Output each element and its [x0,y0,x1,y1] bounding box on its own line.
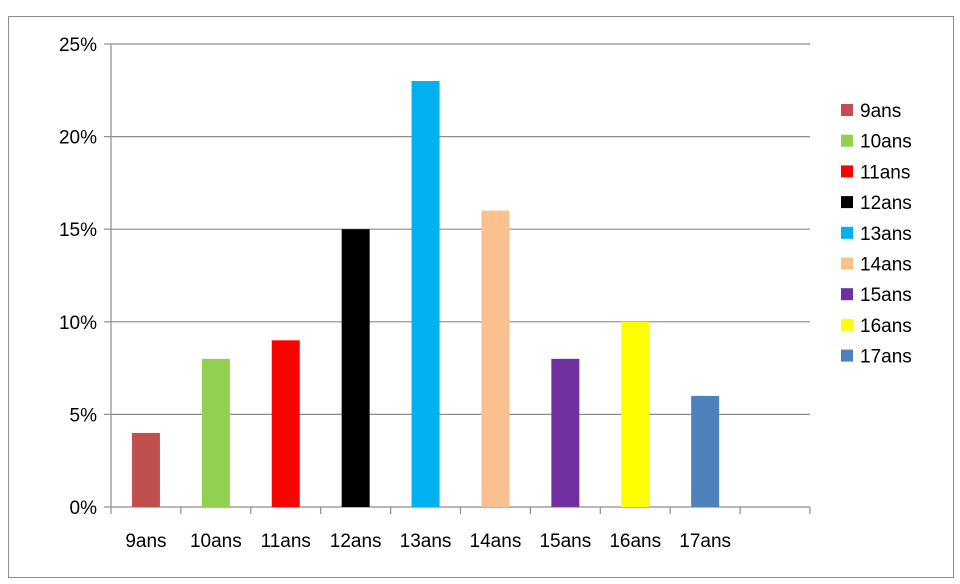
legend-label: 11ans [860,162,910,183]
y-tick-label: 20% [59,128,97,149]
bar-15ans [551,358,580,507]
bar-11ans [271,340,300,507]
bar-16ans [621,321,650,507]
y-tick-label: 10% [59,313,97,334]
legend-label: 13ans [860,224,912,245]
legend-label: 12ans [860,193,912,214]
x-tick-label: 12ans [330,531,382,552]
x-tick-label: 17ans [679,531,731,552]
legend-swatch [841,257,853,270]
legend-label: 17ans [860,347,912,368]
legend-label: 10ans [860,132,912,153]
legend-swatch [841,349,853,362]
x-tick-label: 16ans [609,531,661,552]
bar-10ans [201,358,230,507]
y-axis-tick-labels: 0% 5% 10% 15% 20% 25% [59,35,97,519]
legend-swatch [841,226,853,239]
x-tick-label: 14ans [470,531,522,552]
legend-label: 16ans [860,316,912,337]
bar-14ans [481,210,510,507]
legend-swatch [841,165,853,178]
legend-swatch [841,318,853,331]
legend-label: 9ans [860,101,901,122]
legend-label: 15ans [860,285,912,306]
legend-swatch [841,196,853,209]
bar-17ans [691,395,720,507]
x-tick-label: 10ans [190,531,242,552]
y-tick-label: 15% [59,220,97,241]
legend-label: 14ans [860,255,912,276]
bar-12ans [341,229,370,507]
bars [131,81,720,507]
legend-swatch [841,134,853,147]
x-tick-label: 15ans [539,531,591,552]
x-tick-label: 13ans [400,531,452,552]
legend-swatch [841,288,853,301]
y-tick-label: 0% [70,498,98,519]
chart-area [8,16,954,578]
x-tick-label: 11ans [261,531,311,552]
bar-9ans [131,432,160,507]
y-tick-label: 25% [59,35,97,56]
bar-13ans [411,81,440,507]
x-axis-tick-labels: 9ans 10ans 11ans 12ans 13ans 14ans 15ans 16ans 1… [125,531,731,552]
legend-swatch [841,104,853,116]
x-tick-label: 9ans [125,531,166,552]
y-tick-label: 5% [70,405,98,426]
legend: 9ans 10ans 11ans 12ans 13ans 14ans 15ans 16ans 1… [841,101,912,368]
